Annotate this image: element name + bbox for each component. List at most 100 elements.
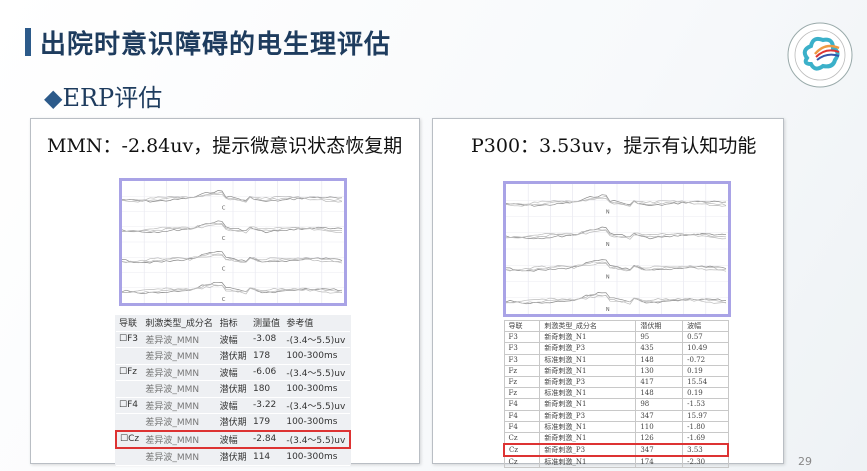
- eeg-trace: [122, 254, 343, 264]
- table-cell: 新奇刺激_N1: [539, 398, 637, 411]
- table-cell: 114: [249, 448, 284, 466]
- eeg-trace: [122, 193, 343, 203]
- table-cell: 差异波_MMN: [142, 347, 217, 365]
- table-cell: F4: [503, 398, 541, 411]
- table-row: F4 新奇刺激_P3 347 15.97: [503, 409, 729, 422]
- table-cell: 178: [249, 347, 284, 365]
- svg-text:C: C: [222, 266, 226, 272]
- table-cell: ☐F4: [116, 397, 143, 414]
- table-cell: 174: [635, 455, 684, 469]
- table-cell: 148: [635, 387, 684, 400]
- table-cell: 148: [635, 353, 684, 366]
- header-cell: 刺激类型_成分名: [142, 315, 217, 332]
- table-header-row: 导联 刺激类型_成分名 潜伏期 波幅: [503, 319, 729, 333]
- diamond-bullet-icon: ◆: [44, 84, 63, 112]
- slide-title: 出院时意识障碍的电生理评估: [40, 30, 392, 60]
- table-cell: -6.06: [249, 364, 284, 381]
- table-cell: 15.97: [682, 409, 729, 422]
- hospital-logo: [787, 22, 853, 88]
- table-cell: Cz: [503, 455, 541, 469]
- table-cell: 0.19: [682, 387, 729, 400]
- svg-text:N: N: [606, 242, 610, 248]
- svg-text:N: N: [606, 210, 610, 216]
- svg-text:C: C: [222, 297, 226, 303]
- table-cell: 新奇刺激_P3: [539, 443, 637, 458]
- table-cell: F4: [503, 420, 541, 433]
- table-row: Cz 新奇刺激_N1 126 -1.69: [503, 431, 729, 445]
- eeg-trace: [122, 283, 343, 295]
- table-row: F4 新奇刺激_N1 98 -1.53: [503, 398, 729, 411]
- table-cell: -1.53: [682, 398, 729, 411]
- table-cell: 标准刺激_N1: [539, 353, 637, 366]
- table-cell: -2.30: [682, 455, 729, 469]
- table-row: Fz 标准刺激_N1 148 0.19: [503, 387, 729, 400]
- table-cell: 110: [635, 420, 684, 433]
- table-cell: -1.80: [682, 420, 729, 433]
- mmn-waveform-image: C C C C: [119, 178, 347, 306]
- table-row: F3 新奇刺激_P3 435 10.49: [503, 342, 729, 355]
- table-cell: -(3.4～5.5)uv: [283, 331, 350, 348]
- slide-subtitle: ◆ERP评估: [44, 78, 162, 113]
- table-row: 差异波_MMN 潜伏期 179 100-300ms: [116, 413, 350, 431]
- table-cell: -2.84: [249, 429, 284, 449]
- eeg-trace: [506, 259, 727, 272]
- table-cell: F3: [503, 353, 541, 366]
- eeg-trace: [506, 294, 727, 304]
- eeg-trace: [122, 284, 343, 294]
- table-cell: 波幅: [216, 429, 250, 449]
- p300-waveform-image: N N N N: [503, 181, 731, 317]
- eeg-trace: [506, 292, 727, 305]
- p300-heading: P300：3.53uv，提示有认知功能: [471, 135, 757, 157]
- table-cell: 100-300ms: [283, 448, 350, 466]
- table-row: Cz 新奇刺激_P3 347 3.53: [503, 443, 730, 458]
- table-row: ☐F4 差异波_MMN 波幅 -3.22 -(3.4～5.5)uv: [116, 397, 350, 414]
- header-cell: 参考值: [283, 315, 350, 332]
- table-cell: 98: [635, 398, 684, 411]
- table-cell: 15.54: [682, 375, 729, 389]
- table-cell: Fz: [503, 387, 541, 400]
- table-row: 差异波_MMN 潜伏期 180 100-300ms: [116, 380, 350, 398]
- table-cell: ☐Cz: [114, 429, 143, 449]
- table-cell: 新奇刺激_P3: [539, 342, 637, 355]
- table-cell: 潜伏期: [216, 448, 250, 466]
- header-cell: 测量值: [249, 315, 284, 332]
- table-row: ☐Cz 差异波_MMN 波幅 -2.84 -(3.4～5.5)uv: [114, 429, 351, 449]
- table-cell: 波幅: [216, 331, 250, 348]
- table-cell: 差异波_MMN: [142, 331, 217, 348]
- table-cell: 新奇刺激_P3: [539, 375, 637, 389]
- table-cell: 潜伏期: [216, 413, 250, 431]
- table-cell: [116, 380, 143, 398]
- header-cell: 导联: [116, 315, 143, 332]
- table-cell: 潜伏期: [216, 347, 250, 365]
- table-cell: [116, 448, 143, 466]
- table-cell: 差异波_MMN: [142, 397, 217, 414]
- eeg-trace: [122, 281, 343, 294]
- table-cell: 100-300ms: [283, 413, 350, 431]
- table-cell: 新奇刺激_N1: [539, 331, 637, 344]
- table-cell: F3: [503, 342, 541, 355]
- table-cell: 435: [635, 342, 684, 355]
- table-cell: Cz: [503, 443, 541, 458]
- table-cell: -(3.4～5.5)uv: [283, 429, 351, 449]
- eeg-trace: [122, 223, 343, 234]
- table-cell: -(3.4～5.5)uv: [283, 397, 350, 414]
- eeg-trace: [506, 195, 727, 207]
- svg-text:N: N: [606, 275, 610, 281]
- page-number: 29: [798, 455, 812, 468]
- table-cell: 417: [635, 375, 684, 389]
- eeg-trace: [506, 230, 727, 240]
- table-cell: 100-300ms: [283, 347, 350, 365]
- table-cell: ☐F3: [116, 331, 143, 348]
- table-row: 差异波_MMN 潜伏期 178 100-300ms: [116, 347, 350, 365]
- p300-table: 导联 刺激类型_成分名 潜伏期 波幅 F3 新奇刺激_N1 95 0.57 F3 新奇刺激_P3 4…: [503, 319, 730, 469]
- table-cell: 波幅: [216, 397, 250, 414]
- table-cell: 100-300ms: [283, 380, 350, 398]
- table-cell: -(3.4～5.5)uv: [283, 364, 350, 381]
- table-cell: 126: [635, 431, 684, 445]
- table-row: F3 新奇刺激_N1 95 0.57: [503, 331, 729, 344]
- mmn-panel: MMN：-2.84uv，提示微意识状态恢复期 C C C C 导联 刺激类型_成分名 指标…: [30, 118, 420, 466]
- table-cell: -1.69: [682, 431, 729, 445]
- table-cell: Fz: [503, 375, 541, 389]
- table-cell: 新奇刺激_N1: [539, 431, 637, 445]
- table-cell: 标准刺激_N1: [539, 420, 637, 433]
